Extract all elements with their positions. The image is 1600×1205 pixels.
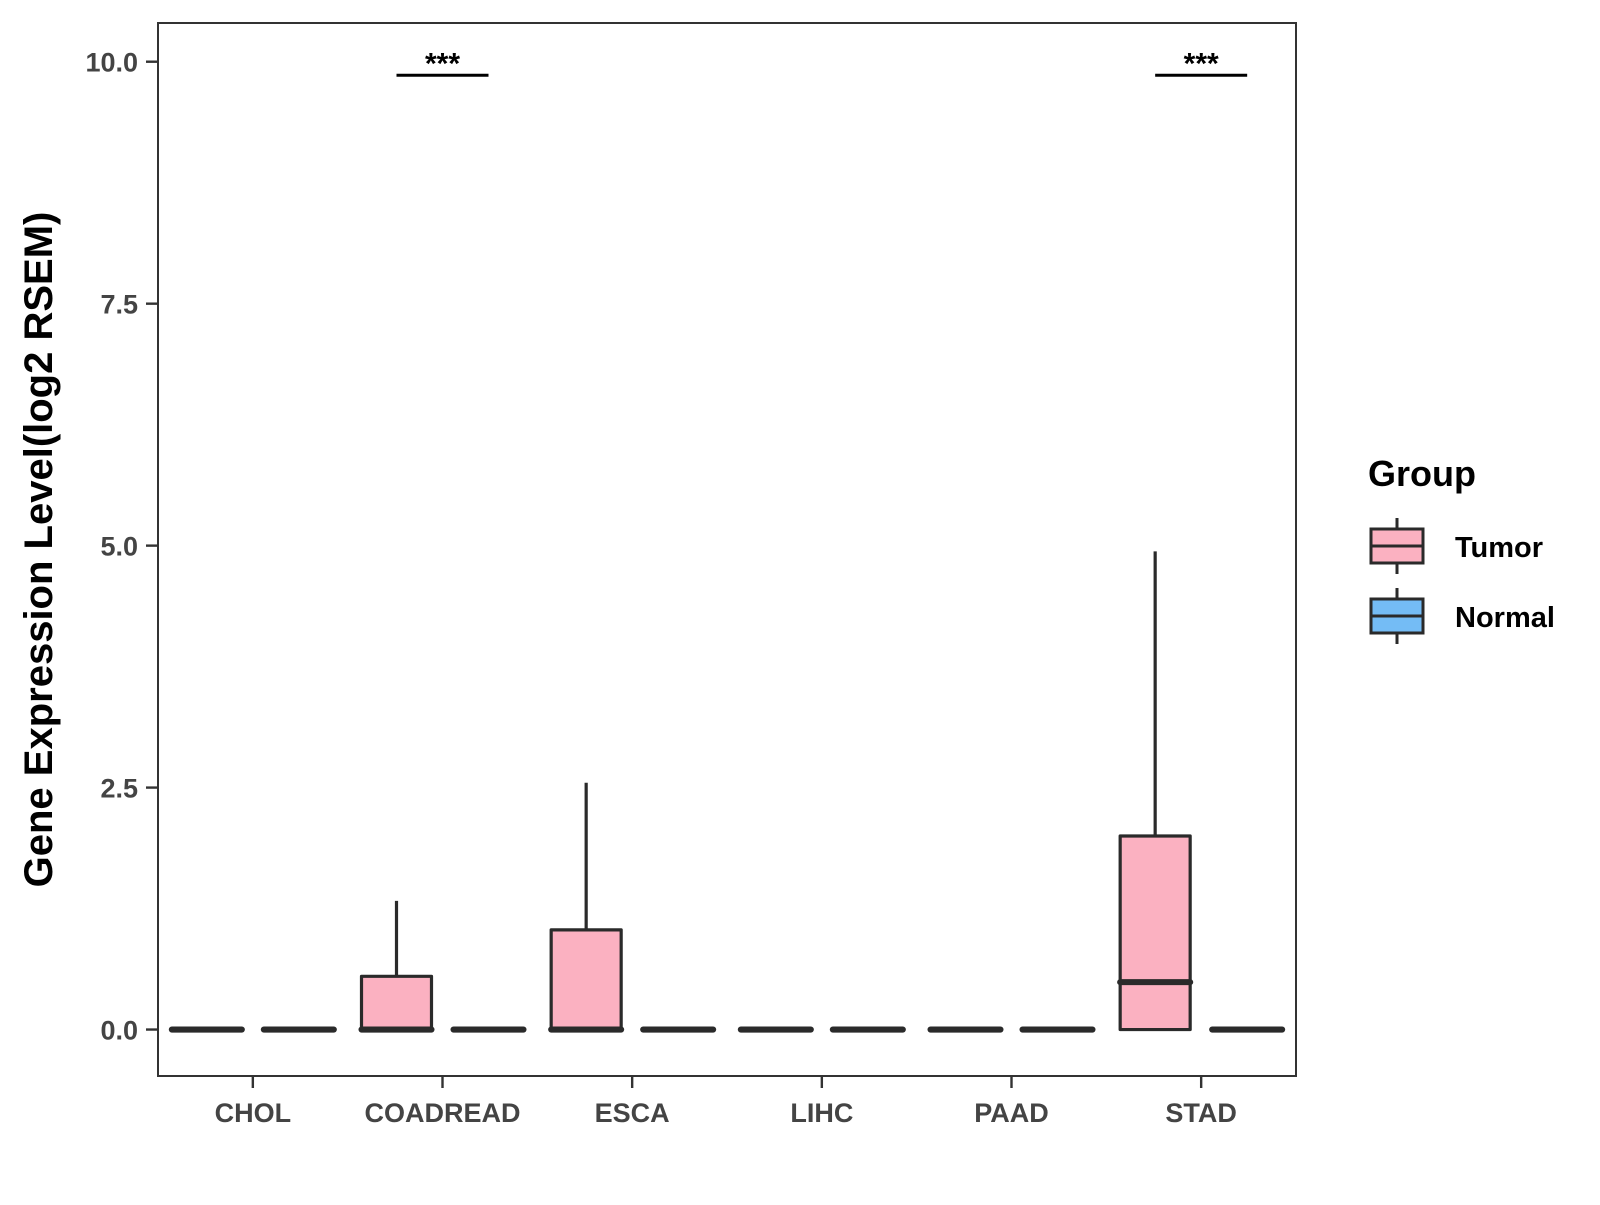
significance-label: ***	[425, 47, 460, 80]
y-tick-label: 10.0	[85, 48, 138, 78]
significance-stad: ***	[1155, 47, 1248, 80]
box-tumor-esca	[548, 782, 625, 1033]
y-axis-title: Gene Expression Level(log2 RSEM)	[17, 212, 61, 888]
y-tick-label: 2.5	[100, 774, 138, 804]
y-tick-label: 0.0	[100, 1016, 138, 1046]
legend-title: Group	[1368, 453, 1476, 494]
x-tick-label: LIHC	[790, 1098, 853, 1128]
x-tick-label: STAD	[1165, 1098, 1237, 1128]
y-tick-label: 7.5	[100, 290, 138, 320]
x-tick-label: COADREAD	[364, 1098, 520, 1128]
legend-label: Tumor	[1455, 532, 1543, 564]
significance-coadread: ***	[396, 47, 489, 80]
box-body	[549, 928, 623, 1032]
panel-border	[157, 22, 1297, 1077]
y-tick-label: 5.0	[100, 532, 138, 562]
x-tick-label: CHOL	[215, 1098, 292, 1128]
box-tumor-coadread	[358, 900, 435, 1033]
legend-entry-tumor: Tumor	[1369, 518, 1543, 574]
legend-entry-normal: Normal	[1369, 588, 1555, 644]
x-tick-label: ESCA	[595, 1098, 670, 1128]
significance-label: ***	[1184, 47, 1219, 80]
legend: Group Tumor Normal	[1368, 453, 1555, 644]
x-tick-label: PAAD	[974, 1098, 1049, 1128]
box-body	[359, 974, 434, 1032]
box-tumor-stad	[1117, 551, 1194, 1032]
axes: 0.0 2.5 5.0 7.5 10.0 CHOL COADREAD ESCA LIHC PAAD…	[17, 22, 1297, 1128]
box-body	[1118, 834, 1192, 1032]
plot-area: *** ***	[168, 47, 1286, 1033]
legend-label: Normal	[1455, 602, 1555, 634]
